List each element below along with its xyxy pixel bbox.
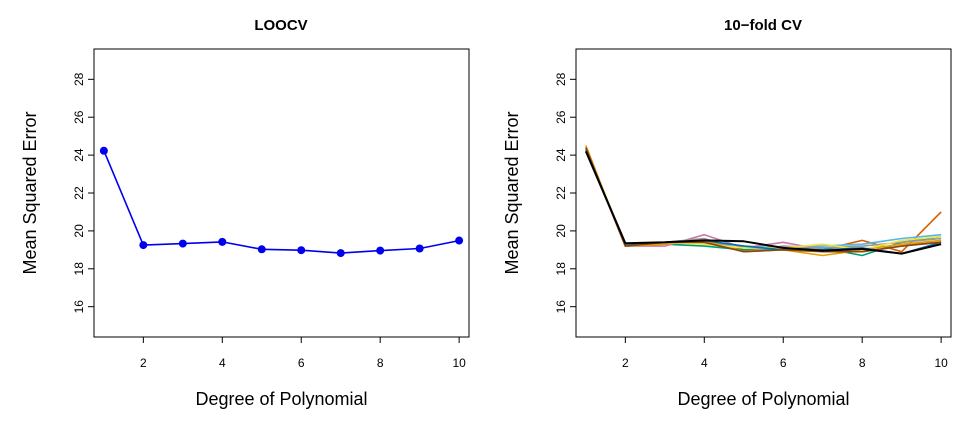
y-tick-label: 20 <box>72 224 86 238</box>
plot-frame <box>93 48 470 338</box>
x-tick-label: 4 <box>701 356 708 370</box>
y-tick-label: 28 <box>554 72 568 86</box>
y-tick-label: 22 <box>554 186 568 200</box>
data-point <box>455 236 464 245</box>
y-tick-label: 18 <box>554 262 568 276</box>
series-line <box>585 149 942 253</box>
data-point <box>297 246 306 255</box>
y-axis-label: Mean Squared Error <box>20 111 40 274</box>
x-tick-label: 6 <box>298 356 305 370</box>
series-line <box>585 149 942 255</box>
x-tick-label: 8 <box>859 356 866 370</box>
series-line <box>585 147 942 251</box>
series-line <box>585 147 942 253</box>
data-point <box>99 146 108 155</box>
data-point <box>376 246 385 255</box>
series-line <box>585 147 942 253</box>
y-tick-label: 22 <box>72 186 86 200</box>
y-tick-label: 28 <box>72 72 86 86</box>
series-line <box>103 150 460 254</box>
y-tick-label: 24 <box>554 148 568 162</box>
y-tick-label: 26 <box>72 110 86 124</box>
x-tick-label: 10 <box>452 356 466 370</box>
x-axis-label: Degree of Polynomial <box>677 389 849 409</box>
x-tick-label: 4 <box>219 356 226 370</box>
data-point <box>139 241 148 250</box>
x-axis-label: Degree of Polynomial <box>195 389 367 409</box>
chart-title: LOOCV <box>254 17 307 34</box>
data-point <box>257 245 266 254</box>
series-line <box>585 147 942 253</box>
data-point <box>336 249 345 258</box>
plot-frame <box>575 48 952 338</box>
y-tick-label: 16 <box>72 300 86 314</box>
x-tick-label: 8 <box>377 356 384 370</box>
data-point <box>415 244 424 253</box>
y-tick-label: 18 <box>72 262 86 276</box>
y-tick-label: 24 <box>72 148 86 162</box>
y-axis-label: Mean Squared Error <box>502 111 522 274</box>
y-tick-label: 16 <box>554 300 568 314</box>
y-tick-label: 20 <box>554 224 568 238</box>
data-point <box>178 239 187 248</box>
series-line <box>585 145 942 257</box>
chart-title: 10−fold CV <box>724 17 802 34</box>
data-point <box>218 237 227 246</box>
series-line <box>585 149 942 249</box>
x-tick-label: 2 <box>140 356 147 370</box>
x-tick-label: 10 <box>934 356 948 370</box>
x-tick-label: 2 <box>622 356 629 370</box>
y-tick-label: 26 <box>554 110 568 124</box>
series-line <box>584 150 942 255</box>
x-tick-label: 6 <box>780 356 787 370</box>
